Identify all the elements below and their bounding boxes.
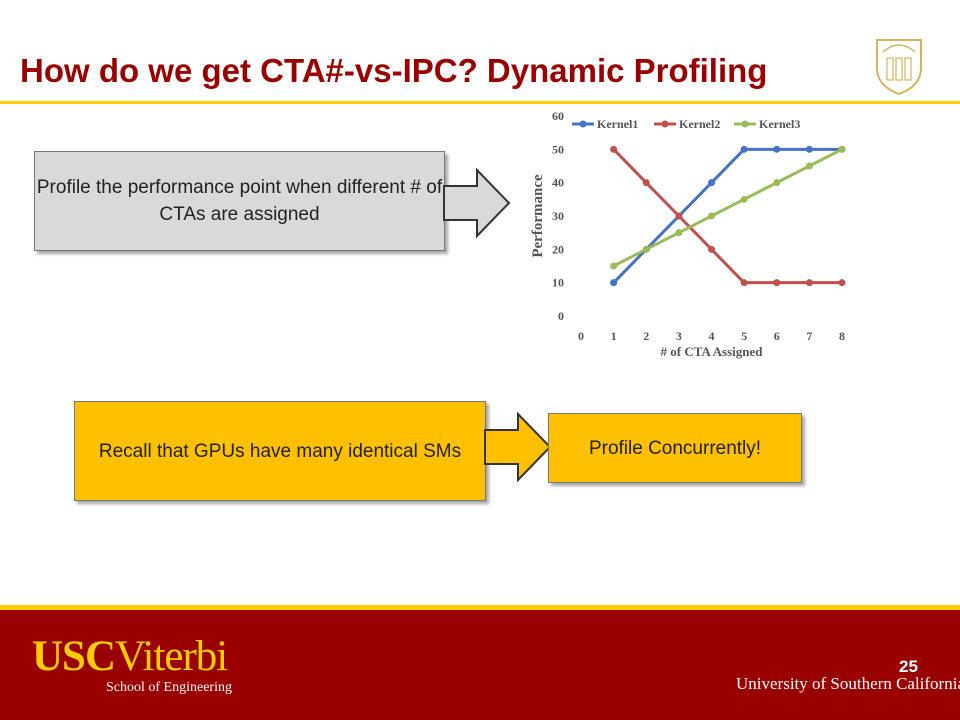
x-axis-label: # of CTA Assigned	[661, 344, 764, 359]
data-point-kernel2	[838, 279, 846, 287]
data-point-kernel3	[740, 195, 748, 203]
data-point-kernel3	[610, 262, 618, 270]
data-point-kernel1	[740, 145, 748, 153]
legend-marker-kernel3	[741, 120, 749, 128]
x-tick-label: 3	[676, 329, 682, 343]
legend-marker-kernel1	[579, 120, 587, 128]
school-of-engineering-label: School of Engineering	[106, 680, 232, 695]
data-point-kernel2	[740, 279, 748, 287]
recall-box: Recall that GPUs have many identical SMs	[74, 401, 486, 501]
x-tick-label: 2	[643, 329, 649, 343]
data-point-kernel2	[708, 245, 715, 253]
series-line-kernel1	[612, 147, 842, 284]
x-tick-label: 8	[839, 329, 845, 343]
data-point-kernel2	[805, 279, 813, 287]
profile-concurrently-text: Profile Concurrently!	[588, 437, 762, 459]
data-point-kernel3	[642, 245, 650, 253]
page-number: 25	[899, 657, 918, 676]
x-tick-label: 6	[774, 329, 780, 343]
profile-point-box: Profile the performance point when diffe…	[34, 151, 445, 251]
x-tick-label: 4	[709, 329, 715, 343]
data-point-kernel1	[708, 179, 715, 187]
data-point-kernel3	[773, 179, 781, 187]
y-tick-label: 40	[552, 176, 564, 190]
data-point-kernel3	[805, 162, 813, 170]
data-point-kernel1	[773, 145, 781, 153]
footer-band	[0, 605, 960, 720]
data-point-kernel3	[675, 229, 683, 237]
legend-label: Kernel2	[679, 117, 720, 131]
usc-viterbi-logo: USCViterbi	[32, 633, 228, 680]
right-arrow-icon	[484, 412, 552, 482]
data-point-kernel2	[642, 179, 650, 187]
x-tick-label: 0	[578, 329, 584, 343]
profile-point-text: Profile the performance point when diffe…	[36, 177, 443, 225]
data-point-kernel1	[805, 145, 813, 153]
series-line-kernel3	[612, 147, 843, 268]
data-point-kernel2	[610, 145, 618, 153]
x-tick-label: 1	[611, 329, 617, 343]
legend-label: Kernel1	[597, 117, 638, 131]
university-label: University of Southern California	[736, 674, 960, 693]
data-point-kernel1	[610, 279, 618, 287]
y-tick-label: 10	[552, 276, 564, 290]
performance-chart: 0 10 20 30 40 50 60 0 1 2 3 4 5 6 7 8 # of CTA Assigned P…	[530, 109, 846, 359]
legend-label: Kernel3	[759, 117, 800, 131]
data-point-kernel3	[838, 145, 846, 153]
data-point-kernel2	[773, 279, 781, 287]
x-tick-label: 7	[806, 329, 812, 343]
legend-marker-kernel2	[661, 120, 669, 128]
usc-seal-icon	[876, 39, 922, 96]
y-tick-label: 60	[552, 109, 564, 123]
slide-title: How do we get CTA#-vs-IPC? Dynamic Profi…	[20, 52, 768, 89]
y-tick-label: 30	[552, 209, 564, 223]
x-tick-label: 5	[741, 329, 747, 343]
y-tick-label: 0	[558, 309, 564, 323]
y-axis-label: Performance	[530, 174, 546, 258]
series-line-kernel2	[612, 148, 842, 285]
data-point-kernel3	[708, 212, 715, 220]
y-tick-label: 20	[552, 242, 564, 256]
data-point-kernel2	[675, 212, 683, 220]
y-tick-label: 50	[552, 142, 564, 156]
title-divider	[0, 101, 960, 104]
footer-divider	[0, 605, 960, 610]
profile-concurrently-box: Profile Concurrently!	[548, 413, 802, 483]
right-arrow-icon	[443, 168, 511, 238]
recall-text: Recall that GPUs have many identical SMs	[98, 440, 462, 462]
